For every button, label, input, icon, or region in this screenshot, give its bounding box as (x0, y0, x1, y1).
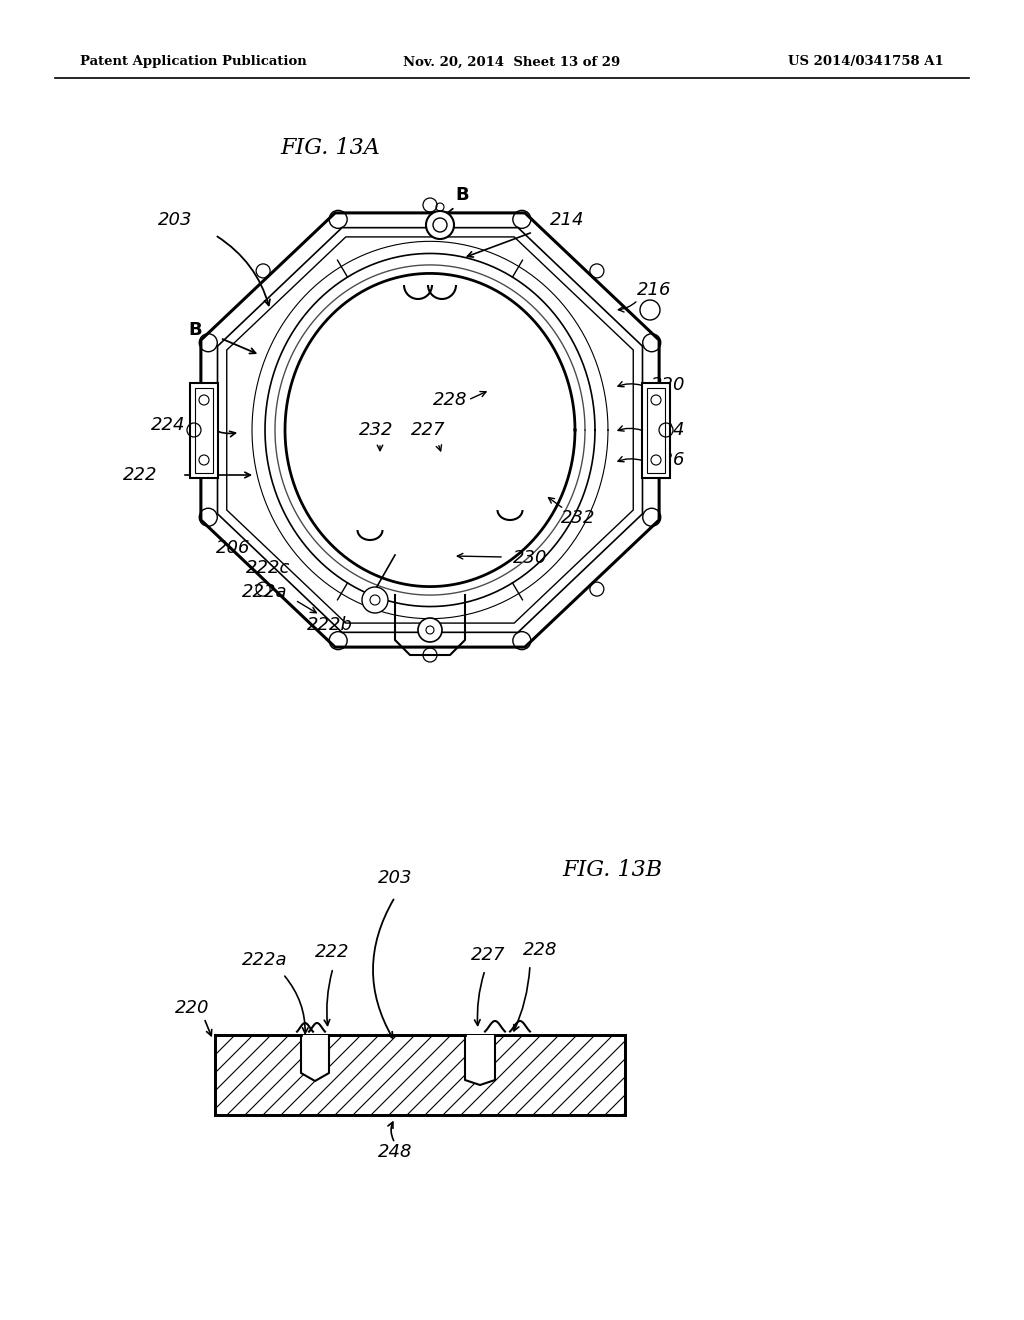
Text: 232: 232 (358, 421, 393, 440)
Bar (190, 383, 218, 478)
Text: 227: 227 (411, 421, 445, 440)
Text: 203: 203 (158, 211, 193, 228)
Text: 222: 222 (314, 942, 349, 961)
Text: US 2014/0341758 A1: US 2014/0341758 A1 (788, 55, 944, 69)
Text: Nov. 20, 2014  Sheet 13 of 29: Nov. 20, 2014 Sheet 13 of 29 (403, 55, 621, 69)
Text: 206: 206 (216, 539, 250, 557)
Text: FIG. 13B: FIG. 13B (562, 859, 663, 880)
Polygon shape (465, 1035, 495, 1085)
Bar (642, 383, 670, 478)
Text: 216: 216 (637, 281, 672, 300)
Text: B: B (188, 321, 202, 339)
Text: 214: 214 (550, 211, 585, 228)
Text: 226: 226 (650, 451, 685, 469)
Text: 224: 224 (650, 421, 685, 440)
Circle shape (362, 587, 388, 612)
Text: 228: 228 (433, 391, 467, 409)
Text: 222a: 222a (243, 583, 288, 601)
Text: 222a: 222a (243, 950, 288, 969)
Text: B: B (456, 186, 469, 205)
Bar (215, 1035, 625, 1115)
Circle shape (426, 211, 454, 239)
Text: 220: 220 (175, 999, 209, 1016)
Text: Patent Application Publication: Patent Application Publication (80, 55, 307, 69)
Text: 224: 224 (151, 416, 185, 434)
Polygon shape (301, 1035, 329, 1081)
Text: 222: 222 (123, 466, 158, 484)
Bar (215, 1035, 625, 1115)
Text: 220: 220 (650, 376, 685, 393)
Text: 248: 248 (378, 1143, 413, 1162)
Text: 228: 228 (522, 941, 557, 960)
Text: 230: 230 (513, 549, 547, 568)
Text: 232: 232 (561, 510, 595, 527)
Text: 222c: 222c (246, 558, 290, 577)
Text: 222b: 222b (307, 616, 353, 634)
Text: 227: 227 (471, 946, 505, 964)
Bar (195, 388, 213, 473)
Circle shape (418, 618, 442, 642)
Bar (647, 388, 665, 473)
Text: 203: 203 (378, 869, 413, 887)
Text: FIG. 13A: FIG. 13A (280, 137, 380, 158)
